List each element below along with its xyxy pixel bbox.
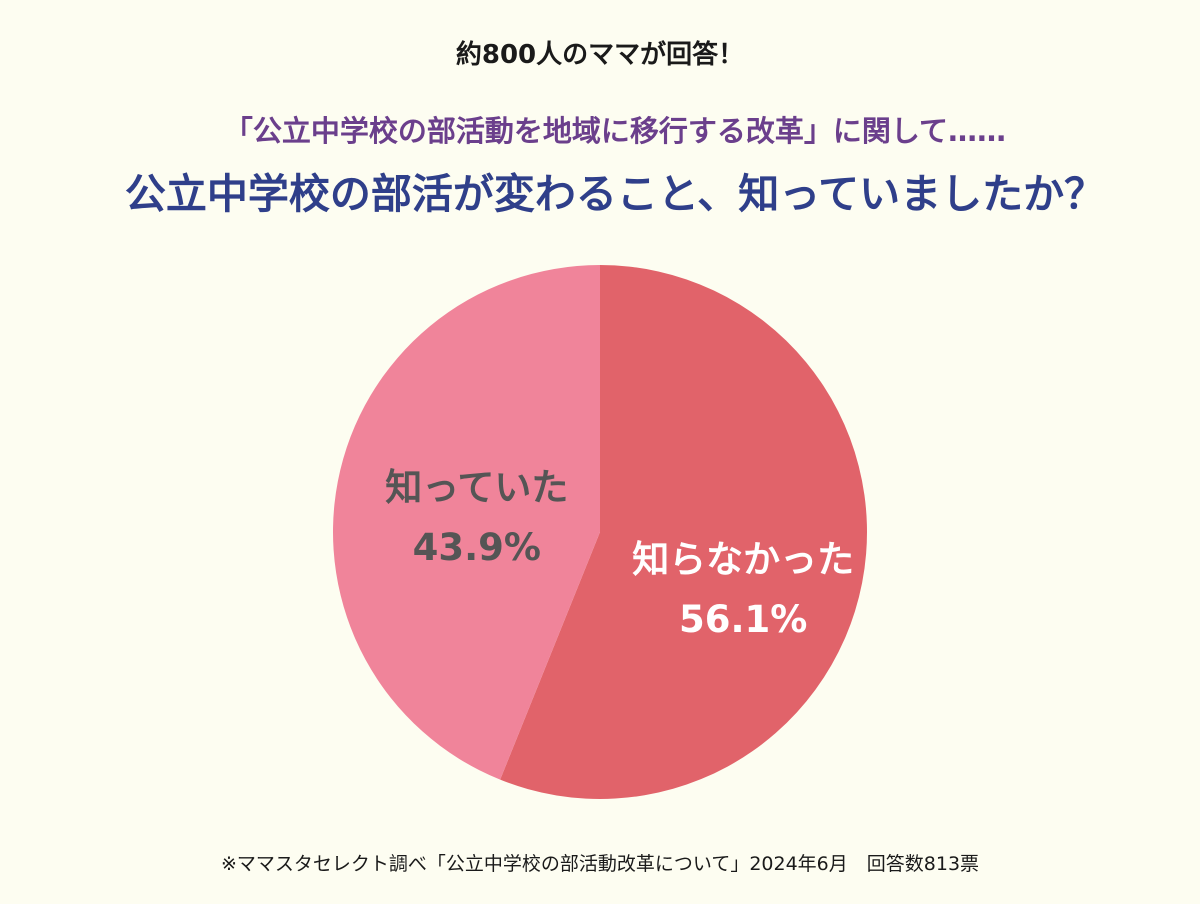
pie-slice-0 bbox=[500, 265, 868, 799]
chart-subtitle: 「公立中学校の部活動を地域に移行する改革」に関して…… bbox=[223, 114, 1007, 148]
slice-value-label-0: 56.1% bbox=[679, 598, 807, 641]
pie-slice-1 bbox=[333, 265, 600, 780]
survey-note: 約800人のママが回答！ bbox=[455, 40, 745, 70]
chart-title: 公立中学校の部活が変わること、知っていましたか？ bbox=[124, 170, 1106, 218]
source-footnote: ※ママスタセレクト調べ「公立中学校の部活動改革について」2024年6月 回答数8… bbox=[220, 853, 980, 875]
slice-category-label-1: 知っていた bbox=[385, 466, 568, 509]
slice-value-label-1: 43.9% bbox=[413, 526, 541, 569]
slice-category-label-0: 知らなかった bbox=[632, 538, 854, 581]
